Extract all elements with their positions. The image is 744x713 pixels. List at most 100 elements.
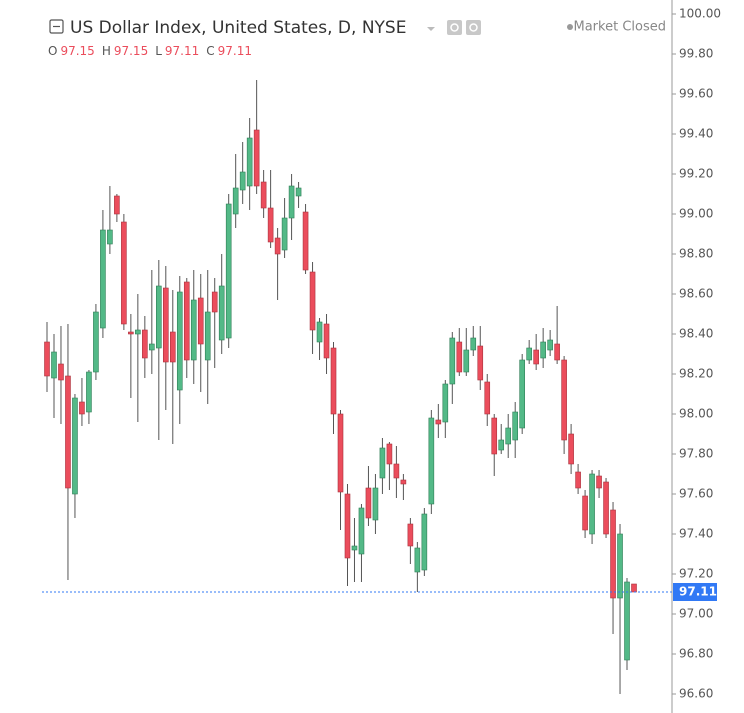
y-tick-label: 99.20 <box>679 167 713 181</box>
candle-body <box>561 359 567 441</box>
header: US Dollar Index, United States, D, NYSE … <box>48 18 666 58</box>
candle-body <box>435 419 442 425</box>
candle-body <box>204 311 211 361</box>
candle-body <box>400 479 407 485</box>
candle-body <box>526 347 532 361</box>
ohlc-value: 97.11 <box>165 44 199 58</box>
candle-body <box>295 187 302 197</box>
settings-icon-glyph <box>450 23 459 32</box>
candle-body <box>281 217 288 251</box>
y-tick-label: 97.60 <box>679 487 713 501</box>
candle-body <box>149 343 155 351</box>
candle-body <box>631 583 637 593</box>
gear-icon[interactable] <box>466 20 481 35</box>
candle-body <box>135 329 141 335</box>
candle-body <box>239 171 246 191</box>
candle-body <box>498 439 505 451</box>
candle-body <box>260 181 267 209</box>
candle-body <box>225 203 232 339</box>
candle-body <box>358 507 365 555</box>
candle-body <box>65 375 71 489</box>
candle-body <box>449 337 456 385</box>
candle-body <box>93 311 99 373</box>
candle-body <box>463 349 470 373</box>
candle-body <box>302 211 309 271</box>
candle-body <box>428 417 435 505</box>
status-dot <box>567 24 573 30</box>
candle-body <box>547 339 553 351</box>
y-tick-label: 100.00 <box>679 7 721 21</box>
candle-body <box>114 195 120 215</box>
ohlc-value: 97.15 <box>60 44 94 58</box>
candle-body <box>568 433 574 465</box>
ohlc-readout: O 97.15 H 97.15 L 97.11 C 97.11 <box>48 44 252 58</box>
y-tick-label: 98.80 <box>679 247 713 261</box>
candle-body <box>86 371 92 413</box>
candle-body <box>51 351 57 379</box>
candle-body <box>442 383 449 423</box>
candle-body <box>379 447 386 479</box>
dropdown-caret[interactable] <box>427 27 435 31</box>
candle-body <box>393 463 400 479</box>
last-price-label: 97.11 <box>679 585 717 599</box>
candle-body <box>58 363 64 381</box>
candle-body <box>351 545 358 551</box>
candle-body <box>624 581 630 661</box>
candle-body <box>337 413 344 493</box>
candle-body <box>274 237 281 255</box>
candle-body <box>470 337 477 351</box>
candle-body <box>190 299 197 361</box>
candle-body <box>344 493 351 559</box>
candle-body <box>267 207 274 243</box>
candle-body <box>386 443 393 465</box>
candle-body <box>121 221 127 325</box>
candle-body <box>582 495 588 531</box>
candle-body <box>156 285 162 349</box>
ohlc-key: C <box>206 44 214 58</box>
candle-body <box>44 341 50 377</box>
candle-body <box>617 533 623 599</box>
y-tick-label: 96.80 <box>679 647 713 661</box>
candle-body <box>162 287 169 363</box>
candle-body <box>107 229 113 245</box>
chart-title: US Dollar Index, United States, D, NYSE <box>70 18 406 38</box>
collapse-button[interactable] <box>49 19 64 34</box>
candle-body <box>596 475 602 489</box>
candle-body <box>533 349 539 365</box>
ohlc-key: O <box>48 44 57 58</box>
candle-body <box>211 291 218 313</box>
settings-icon[interactable] <box>447 20 462 35</box>
candle-body <box>100 229 106 329</box>
gear-icon-glyph <box>469 23 478 32</box>
candle-body <box>72 397 78 495</box>
candle-body <box>540 341 546 359</box>
candle-body <box>309 271 316 331</box>
candle-body <box>246 137 253 187</box>
candle-body <box>589 473 595 535</box>
y-tick-label: 99.80 <box>679 47 713 61</box>
ohlc-value: 97.11 <box>218 44 252 58</box>
market-status: Market Closed <box>574 20 667 35</box>
candle-body <box>575 471 581 489</box>
ohlc-value: 97.15 <box>114 44 148 58</box>
candle-body <box>512 411 519 441</box>
y-tick-label: 98.00 <box>679 407 713 421</box>
candle-body <box>218 285 225 341</box>
candle-body <box>323 323 330 359</box>
candle-body <box>505 427 512 445</box>
candle-body <box>253 129 260 187</box>
candle-body <box>603 481 609 535</box>
candle-body <box>316 321 323 343</box>
candle-body <box>456 341 463 373</box>
candle-body <box>421 513 428 571</box>
last-price-box <box>673 583 717 601</box>
candle-body <box>169 331 176 363</box>
candle-body <box>414 547 421 573</box>
y-tick-label: 97.20 <box>679 567 713 581</box>
ohlc-key: L <box>155 44 162 58</box>
candle-body <box>79 401 85 415</box>
candle-body <box>183 281 190 361</box>
candle-body <box>610 509 616 599</box>
